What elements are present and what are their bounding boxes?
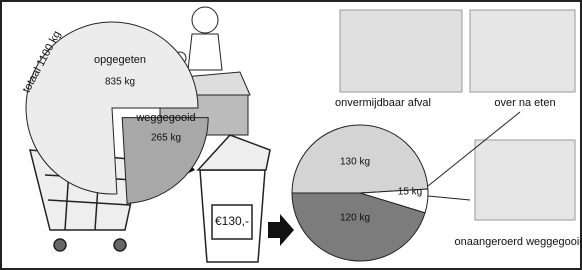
slice-value: 120 kg bbox=[340, 213, 370, 224]
infographic: €130,- opgegeten835 kgweggegooid265 kgto… bbox=[0, 0, 582, 270]
slice-name: over na eten bbox=[494, 97, 555, 109]
slice-name: weggegooid bbox=[135, 112, 195, 124]
slice-value: 15 kg bbox=[398, 187, 422, 198]
bin-price: €130,- bbox=[215, 214, 249, 228]
slice-value: 835 kg bbox=[105, 77, 135, 88]
slice-name: onaangeroerd weggegooid bbox=[455, 236, 582, 248]
groceries-picture bbox=[475, 140, 575, 220]
slice-value: 130 kg bbox=[340, 157, 370, 168]
waste-picture bbox=[340, 10, 462, 92]
slice-name: onvermijdbaar afval bbox=[335, 97, 431, 109]
slice-value: 265 kg bbox=[151, 133, 181, 144]
leftovers-picture bbox=[470, 10, 575, 92]
slice-name: opgegeten bbox=[94, 54, 146, 66]
